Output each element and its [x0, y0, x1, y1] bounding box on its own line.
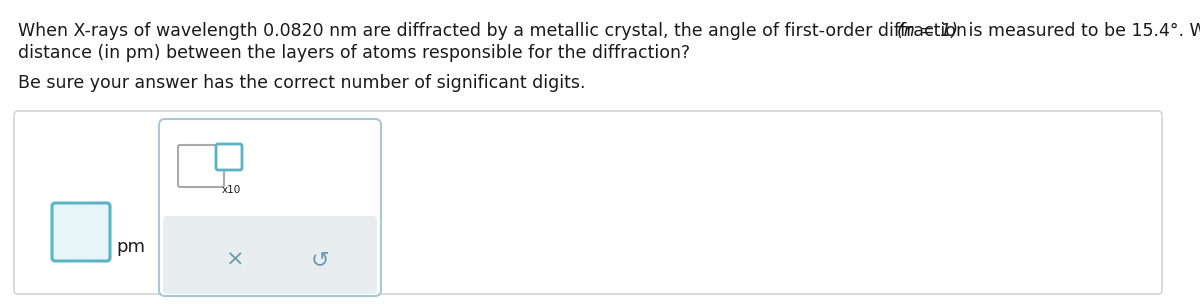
Text: is measured to be 15.4°. What is the: is measured to be 15.4°. What is the: [964, 22, 1200, 40]
FancyBboxPatch shape: [14, 111, 1162, 294]
Text: (n = 1): (n = 1): [898, 22, 958, 40]
Text: pm: pm: [116, 238, 145, 256]
FancyBboxPatch shape: [178, 145, 224, 187]
FancyBboxPatch shape: [216, 144, 242, 170]
Text: ↺: ↺: [311, 250, 329, 270]
Text: distance (in pm) between the layers of atoms responsible for the diffraction?: distance (in pm) between the layers of a…: [18, 44, 690, 62]
FancyBboxPatch shape: [52, 203, 110, 261]
Text: Be sure your answer has the correct number of significant digits.: Be sure your answer has the correct numb…: [18, 74, 586, 92]
Text: ×: ×: [226, 250, 245, 270]
FancyBboxPatch shape: [163, 216, 377, 294]
FancyBboxPatch shape: [158, 119, 382, 296]
Text: When X-rays of wavelength 0.0820 nm are diffracted by a metallic crystal, the an: When X-rays of wavelength 0.0820 nm are …: [18, 22, 972, 40]
Text: x10: x10: [222, 185, 241, 195]
